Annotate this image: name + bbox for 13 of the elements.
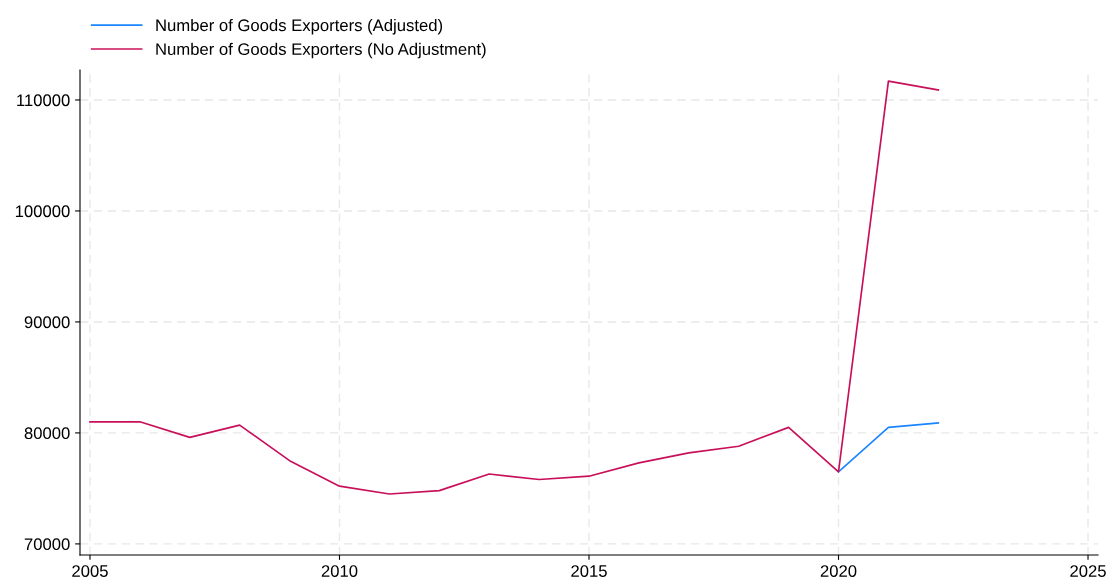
- y-tick-label: 70000: [24, 538, 70, 551]
- legend-label: Number of Goods Exporters (Adjusted): [156, 18, 443, 35]
- y-tick-label: 100000: [15, 205, 70, 218]
- y-tick-label: 110000: [17, 94, 70, 107]
- x-tick-label: 2010: [321, 565, 358, 577]
- x-tick-label: 2015: [571, 565, 607, 577]
- y-tick-label: 90000: [24, 316, 70, 329]
- line-series: [89, 80, 940, 495]
- x-tick-label: 2025: [1070, 565, 1106, 577]
- x-tick-label: 2005: [72, 565, 108, 577]
- x-tick-label: 2020: [820, 565, 857, 577]
- legend-label: Number of Goods Exporters (No Adjustment): [156, 42, 486, 59]
- y-tick-label: 80000: [24, 427, 70, 440]
